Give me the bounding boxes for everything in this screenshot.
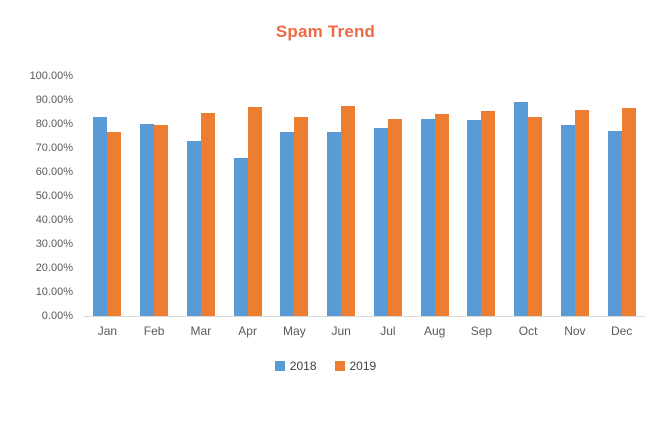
legend-item-2018: 2018 [274,359,317,373]
y-tick-label-30: 30.00% [35,238,73,250]
y-tick-label-20: 20.00% [35,262,73,274]
bar-2018-apr [233,157,248,316]
bar-group-jun [318,76,365,316]
y-tick-label-80: 80.00% [35,118,73,130]
bar-2019-aug [434,114,449,316]
legend-item-2019: 2019 [334,359,377,373]
bar-group-oct [505,76,552,316]
bar-2019-dec [621,108,636,316]
bar-2019-jul [387,119,402,316]
bar-2018-jul [373,127,388,316]
x-axis-row: Jan Feb Mar Apr May Jun Jul Aug Sep Oct Nov Dec [0,324,651,338]
bar-group-jan [84,76,131,316]
x-tick-label-mar: Mar [190,324,212,338]
bar-2019-jun [341,106,356,316]
bar-2019-oct [528,116,543,316]
bar-2018-jan [93,116,108,316]
x-tick-label-oct: Oct [518,324,538,338]
x-tick-label-feb: Feb [143,324,165,338]
legend-label-2019: 2019 [349,359,377,373]
bar-group-jul [365,76,412,316]
y-tick-label-0: 0.00% [41,310,73,322]
legend-swatch-2018 [274,361,285,371]
x-tick-label-sep: Sep [470,324,493,338]
y-tick-label-100: 100.00% [29,70,73,82]
y-tick-label-60: 60.00% [35,166,73,178]
x-axis-gutter [0,324,84,338]
legend-label-2018: 2018 [289,359,317,373]
bar-2018-oct [514,102,529,316]
bar-group-apr [224,76,271,316]
x-tick-label-jun: Jun [331,324,351,338]
y-tick-label-10: 10.00% [35,286,73,298]
bar-group-feb [131,76,178,316]
x-tick-label-jan: Jan [97,324,118,338]
bar-2019-apr [247,107,262,316]
x-tick-label-jul: Jul [380,324,396,338]
bar-2018-sep [467,120,482,316]
bar-group-dec [598,76,645,316]
bar-2018-dec [607,131,622,316]
plot-area [84,76,645,317]
bar-2018-aug [420,119,435,316]
y-tick-label-50: 50.00% [35,190,73,202]
bar-group-sep [458,76,505,316]
y-tick-label-90: 90.00% [35,94,73,106]
bar-2019-mar [200,113,215,316]
bar-2019-feb [154,125,169,316]
x-tick-label-may: May [283,324,306,338]
bar-group-aug [411,76,458,316]
y-axis: 0.00% 10.00% 20.00% 30.00% 40.00% 50.00% 60.00… [0,70,84,322]
bar-2018-may [280,132,295,316]
bar-2018-mar [186,140,201,316]
legend: 2018 2019 [0,359,651,373]
chart-title: Spam Trend [275,22,376,41]
chart-canvas: { "colors": { "title": "#ED6A45", "serie… [0,22,651,436]
y-tick-label-40: 40.00% [35,214,73,226]
plot-row: 0.00% 10.00% 20.00% 30.00% 40.00% 50.00% 60.00… [0,70,651,322]
y-tick-label-70: 70.00% [35,142,73,154]
bar-2018-jun [327,132,342,316]
bar-2019-nov [574,109,589,316]
bar-2018-nov [560,125,575,316]
bar-2019-jan [107,132,122,316]
bar-group-nov [552,76,599,316]
legend-swatch-2019 [334,361,345,371]
bar-2019-may [294,116,309,316]
x-axis: Jan Feb Mar Apr May Jun Jul Aug Sep Oct Nov Dec [84,324,645,338]
bar-group-mar [178,76,225,316]
x-tick-label-nov: Nov [564,324,586,338]
x-tick-label-dec: Dec [610,324,633,338]
x-tick-label-apr: Apr [238,324,257,338]
bar-group-may [271,76,318,316]
bar-2019-sep [481,110,496,316]
x-tick-label-aug: Aug [423,324,446,338]
bar-2018-feb [140,124,155,316]
